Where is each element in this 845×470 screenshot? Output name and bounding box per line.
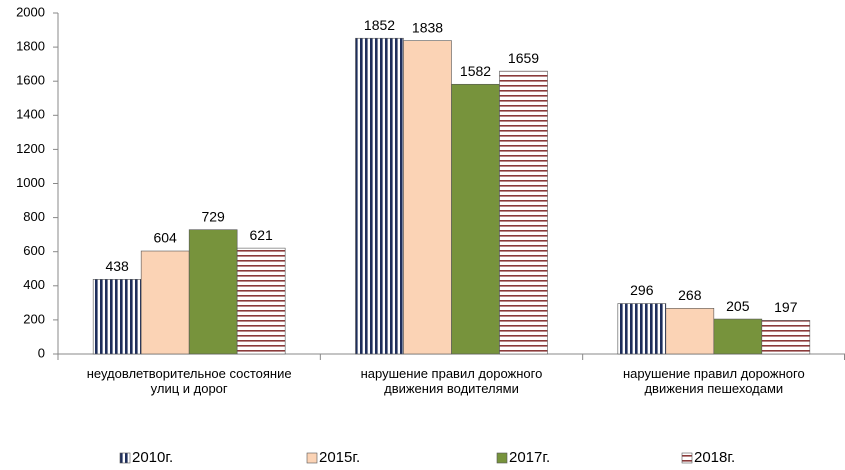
data-label: 438 [105,258,129,274]
legend-swatch [119,452,131,464]
legend-label: 2010г. [132,449,173,466]
bar [92,279,142,355]
y-tick-label: 1600 [16,73,45,88]
bar [403,40,452,355]
bar [140,250,190,355]
legend-swatch [496,452,508,464]
data-label: 205 [726,298,750,314]
data-label: 1582 [460,63,491,79]
bar [617,303,667,355]
data-label: 604 [153,230,177,246]
y-tick-label: 1400 [16,107,45,122]
y-tick-label: 1800 [16,39,45,54]
legend-label: 2015г. [319,449,360,466]
y-tick-label: 2000 [16,4,45,19]
data-label: 1838 [412,19,443,35]
data-label: 1852 [364,17,395,33]
y-tick-label: 1000 [16,175,45,190]
y-tick-label: 400 [23,277,45,292]
data-label: 1659 [508,50,539,66]
y-tick-label: 1200 [16,141,45,156]
x-tick-label: нарушение правил дорожного движения пеше… [622,366,805,396]
bar [665,308,715,355]
y-tick-label: 600 [23,243,45,258]
data-label: 268 [678,287,702,303]
bar [236,247,286,355]
data-label: 197 [774,299,798,315]
x-tick-label: нарушение правил дорожного движения води… [360,366,543,396]
bar [499,70,548,355]
legend-swatch [681,452,693,464]
data-label: 729 [201,208,225,224]
bar [451,83,500,355]
y-tick-label: 200 [23,311,45,326]
bar [355,37,404,355]
legend-swatch [306,452,318,464]
bar [188,229,238,355]
y-tick-label: 0 [38,345,45,360]
bar [713,318,763,355]
data-label: 296 [630,282,654,298]
bar [761,320,811,355]
data-label: 621 [249,227,273,243]
y-tick-label: 800 [23,209,45,224]
legend-label: 2017г. [509,449,550,466]
legend-label: 2018г. [694,449,735,466]
x-tick-label: неудовлетворительное состояние улиц и до… [86,366,292,396]
